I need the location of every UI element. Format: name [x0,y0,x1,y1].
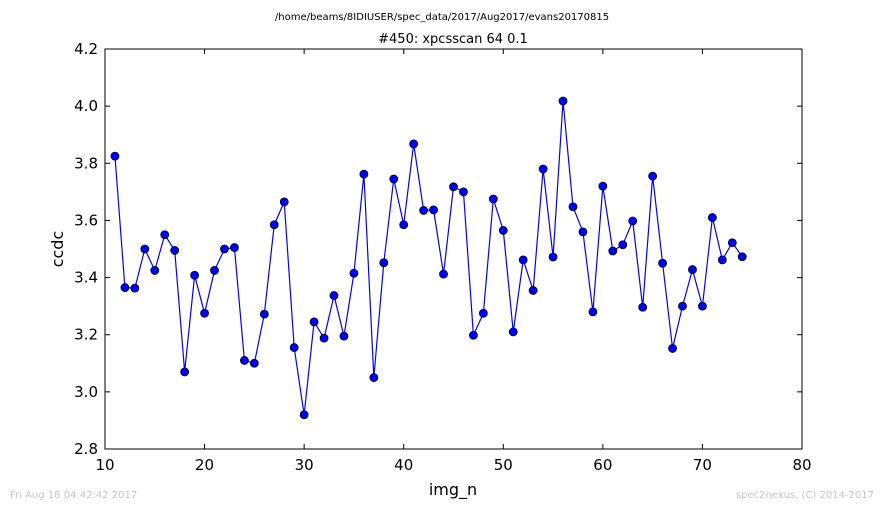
data-point [478,308,488,318]
y-tick-label: 3.2 [74,326,98,344]
data-point [369,373,379,382]
data-point [737,252,747,262]
data-point [289,343,299,352]
data-point [548,252,558,262]
data-point [508,327,518,337]
data-point [648,171,658,181]
data-point [110,151,120,161]
y-tick-label: 4.0 [74,97,98,115]
data-point [259,309,269,319]
chart-title: #450: xpcsscan 64 0.1 [378,32,528,47]
data-point [688,265,697,274]
data-point [668,344,677,353]
y-axis-label: ccdc [48,231,67,268]
data-point [638,302,648,312]
data-point [140,244,150,254]
data-point [538,164,548,174]
data-point [658,258,667,268]
x-axis-label: img_n [429,480,477,500]
data-point [210,266,219,275]
data-point [568,202,578,212]
x-tick-label: 70 [693,456,712,474]
data-point [399,220,409,230]
data-point [200,308,209,318]
data-point [230,243,239,252]
plot-area [104,48,803,450]
data-point [160,230,170,240]
data-point [269,220,279,230]
data-point [429,205,438,215]
y-tick-label: 4.2 [74,40,98,58]
data-point [339,331,349,341]
data-point [419,206,429,215]
data-point [190,270,200,280]
data-point [249,358,259,368]
data-point [239,356,249,365]
x-tick-label: 50 [494,456,513,474]
y-tick-label: 3.4 [74,269,98,287]
data-point [707,213,717,222]
data-point [329,291,339,300]
data-point [279,197,289,207]
data-point [359,169,369,179]
data-point [717,255,727,265]
y-tick-label: 3.8 [74,154,98,172]
series-line [114,100,743,415]
data-point [698,301,707,311]
data-point [130,283,140,293]
footer-timestamp: Fri Aug 18 04:42:42 2017 [10,490,137,501]
data-point [319,333,329,343]
y-tick-label: 3.0 [74,383,98,401]
data-point [678,301,687,311]
footer-credit: spec2nexus, (C) 2014-2017 [736,490,874,501]
data-point [608,246,618,256]
data-point [578,227,588,237]
data-point [598,181,608,191]
x-tick-label: 80 [792,456,811,474]
data-point [409,139,419,149]
data-point [299,410,309,420]
data-point [220,244,229,254]
data-point [349,268,359,278]
data-point [379,258,389,268]
data-point [528,286,538,295]
data-point [459,187,468,197]
series-layer [110,96,747,420]
x-tick-label: 40 [394,456,413,474]
data-point [449,182,458,192]
x-tick-label: 30 [295,456,314,474]
data-point [389,174,399,184]
x-tick-label: 10 [95,456,114,474]
data-point [628,216,638,226]
data-point [439,269,448,279]
ticks-layer: 10 20 30 40 50 60 70 80 2.8 3.0 3.2 3.4 3.6 3.8 4.0 4.2 [74,40,811,474]
y-tick-label: 3.6 [74,211,98,229]
header-path: /home/beams/8IDIUSER/spec_data/2017/Aug2… [275,12,609,23]
data-point [180,367,190,377]
data-point [488,194,498,204]
data-point [727,238,737,248]
data-point [150,266,160,275]
x-tick-label: 60 [593,456,612,474]
data-point [518,255,528,265]
data-point [588,307,598,317]
data-point [120,283,130,292]
data-point [170,246,180,255]
data-point [558,96,568,106]
data-point [618,240,628,250]
x-tick-label: 20 [195,456,214,474]
data-point [469,330,478,340]
y-tick-label: 2.8 [74,440,98,458]
data-point [498,226,508,235]
data-point [309,317,319,327]
